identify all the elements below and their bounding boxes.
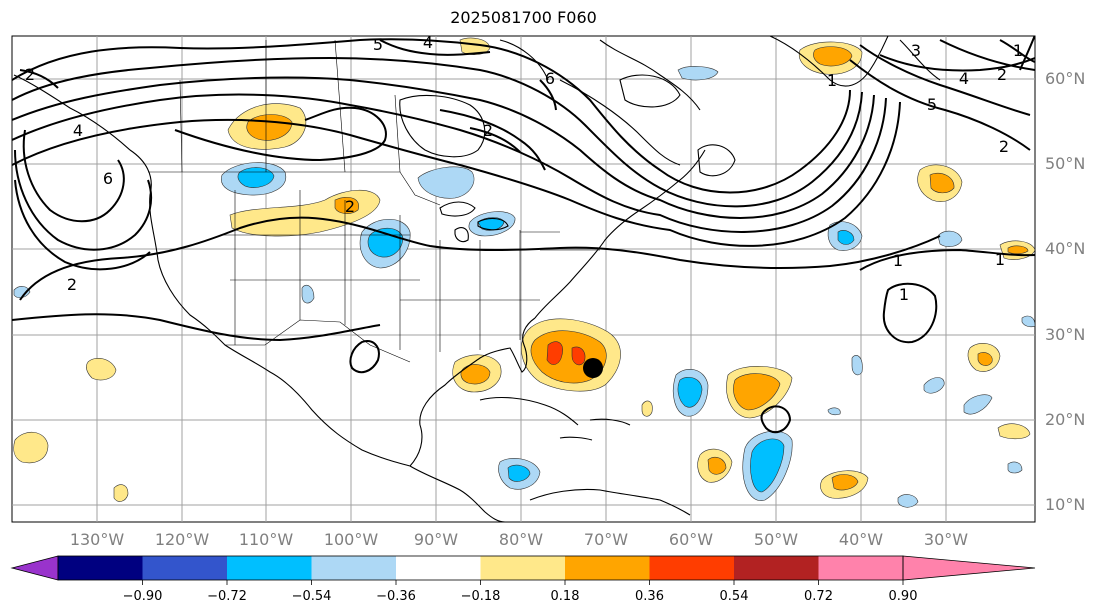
contour-label: 4 [73,121,83,140]
contour-label: 5 [927,95,937,114]
lon-label: 60°W [669,530,713,549]
colorbar-segment [734,556,819,580]
lat-label: 50°N [1045,154,1085,173]
contour-label: 1 [899,285,909,304]
lon-label: 80°W [499,530,543,549]
colorbar-segment [480,556,565,580]
latitude-labels: 60°N 50°N 40°N 30°N 20°N 10°N [1045,69,1085,514]
contour-label: 6 [545,69,555,88]
lat-label: 10°N [1045,495,1085,514]
colorbar-segment [311,556,396,580]
lat-label: 40°N [1045,239,1085,258]
lon-label: 70°W [584,530,628,549]
colorbar-segment [649,556,734,580]
contour-label: 2 [67,275,77,294]
contour-label: 2 [345,197,355,216]
contour-label: 3 [911,41,921,60]
colorbar-tick-label: 0.54 [720,589,749,604]
colorbar-extend-low [10,555,59,581]
colorbar-segment [565,556,650,580]
colorbar-segment [142,556,227,580]
contour-label: 6 [103,169,113,188]
colorbar-tick-label: 0.72 [804,589,833,604]
lon-label: 120°W [155,530,210,549]
contour-label: 4 [959,69,969,88]
contour-label: 2 [999,137,1009,156]
colorbar-segment [58,556,143,580]
lon-label: 90°W [414,530,458,549]
lon-label: 130°W [70,530,125,549]
colorbar-extend-high [902,555,1036,581]
lat-label: 20°N [1045,410,1085,429]
colorbar: −0.90 −0.72 −0.54 −0.36 −0.18 0.18 0.36 … [10,555,1036,604]
lon-label: 40°W [839,530,883,549]
map-title: 2025081700 F060 [450,8,597,27]
contour-label: 4 [423,33,433,52]
longitude-labels: 130°W 120°W 110°W 100°W 90°W 80°W 70°W 6… [70,530,968,549]
colorbar-tick-label: −0.72 [207,589,247,604]
contour-label: 1 [1013,41,1023,60]
colorbar-segment [227,556,312,580]
map-frame [11,35,1036,523]
gridlines [12,36,1035,522]
colorbar-tick-label: −0.90 [123,589,163,604]
lon-label: 30°W [924,530,968,549]
country-state-borders [148,39,600,363]
contour-label: 2 [997,65,1007,84]
lat-label: 30°N [1045,325,1085,344]
contour-labels: 5 4 6 2 3 4 5 2 1 2 6 2 2 4 1 1 2 1 1 [25,33,1023,304]
contour-label: 1 [827,71,837,90]
lon-label: 100°W [324,530,379,549]
contour-lines [12,36,1035,434]
colorbar-segment [818,556,903,580]
colorbar-tick-label: −0.54 [292,589,332,604]
colorbar-tick-label: 0.90 [889,589,918,604]
colorbar-segment [396,556,481,580]
colorbar-tick-label: −0.36 [376,589,416,604]
contour-label: 2 [25,65,35,84]
contour-label: 1 [893,251,903,270]
storm-center-marker [583,358,603,378]
lon-label: 110°W [239,530,294,549]
lat-label: 60°N [1045,69,1085,88]
colorbar-tick-label: −0.18 [461,589,501,604]
contour-label: 2 [483,121,493,140]
colorbar-tick-label: 0.36 [635,589,664,604]
contour-label: 5 [373,35,383,54]
contour-label: 1 [995,250,1005,269]
colorbar-tick-label: 0.18 [551,589,580,604]
lon-label: 50°W [754,530,798,549]
